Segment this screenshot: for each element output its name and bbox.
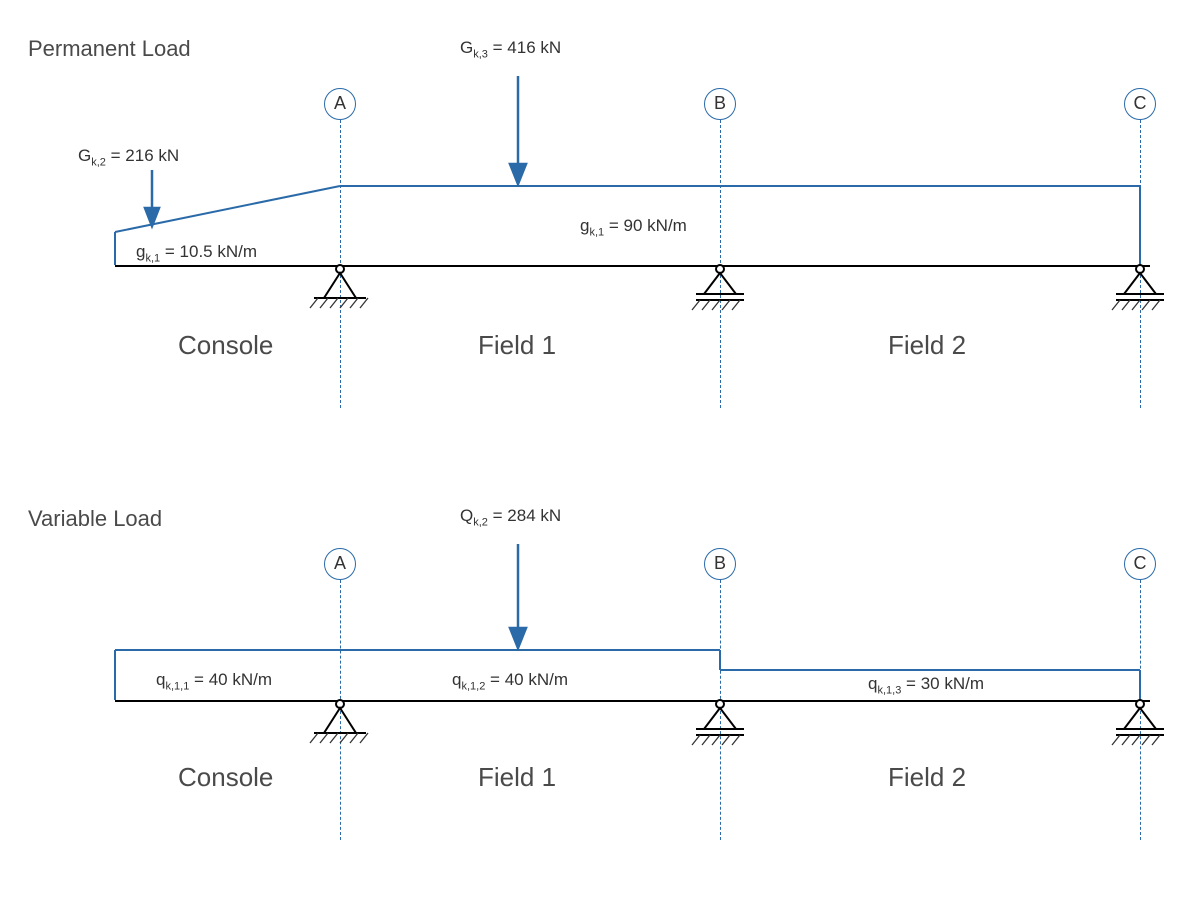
label-qk12: qk,1,2 = 40 kN/m	[452, 670, 568, 692]
section-console-2: Console	[178, 762, 273, 793]
label-qk13: qk,1,3 = 30 kN/m	[868, 674, 984, 696]
section-field1-2: Field 1	[478, 762, 556, 793]
label-qk11: qk,1,1 = 40 kN/m	[156, 670, 272, 692]
label-qk2: Qk,2 = 284 kN	[460, 506, 561, 528]
section-field2-2: Field 2	[888, 762, 966, 793]
